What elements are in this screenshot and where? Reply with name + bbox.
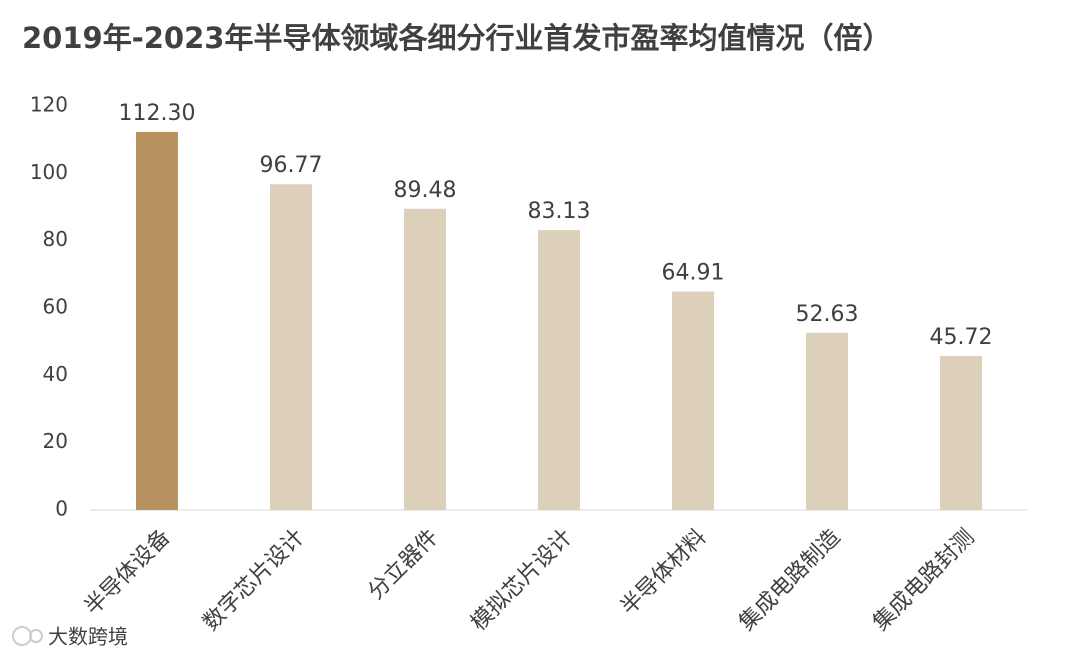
value-label: 83.13 bbox=[528, 199, 591, 224]
x-tick-label: 集成电路封测 bbox=[868, 525, 979, 636]
watermark: 大数跨境 bbox=[48, 625, 128, 649]
bar bbox=[404, 208, 446, 510]
value-label: 89.48 bbox=[394, 178, 457, 203]
bar bbox=[672, 291, 714, 510]
watermark-icon bbox=[12, 626, 43, 646]
x-tick-label: 半导体材料 bbox=[616, 525, 711, 620]
y-tick-label: 40 bbox=[43, 362, 68, 386]
value-label: 45.72 bbox=[930, 325, 993, 350]
bar bbox=[270, 184, 312, 510]
value-label: 112.30 bbox=[119, 101, 196, 126]
x-tick-label: 集成电路制造 bbox=[734, 525, 845, 636]
x-tick-label: 分立器件 bbox=[364, 525, 444, 605]
bar bbox=[940, 356, 982, 510]
y-tick-label: 60 bbox=[43, 295, 68, 319]
bar bbox=[538, 230, 580, 510]
y-tick-label: 0 bbox=[55, 497, 68, 521]
x-tick-label: 半导体设备 bbox=[80, 525, 175, 620]
chart-title: 2019年-2023年半导体领域各细分行业首发市盈率均值情况（倍） bbox=[22, 21, 891, 55]
bar bbox=[136, 131, 178, 510]
bar bbox=[806, 332, 848, 510]
x-tick-label: 数字芯片设计 bbox=[198, 525, 309, 636]
y-tick-label: 120 bbox=[30, 93, 68, 117]
value-label: 64.91 bbox=[662, 260, 725, 285]
y-tick-label: 100 bbox=[30, 160, 68, 184]
x-tick-label: 模拟芯片设计 bbox=[466, 525, 577, 636]
y-tick-label: 80 bbox=[43, 227, 68, 251]
y-tick-label: 20 bbox=[43, 429, 68, 453]
value-label: 52.63 bbox=[796, 302, 859, 327]
value-label: 96.77 bbox=[260, 153, 323, 178]
